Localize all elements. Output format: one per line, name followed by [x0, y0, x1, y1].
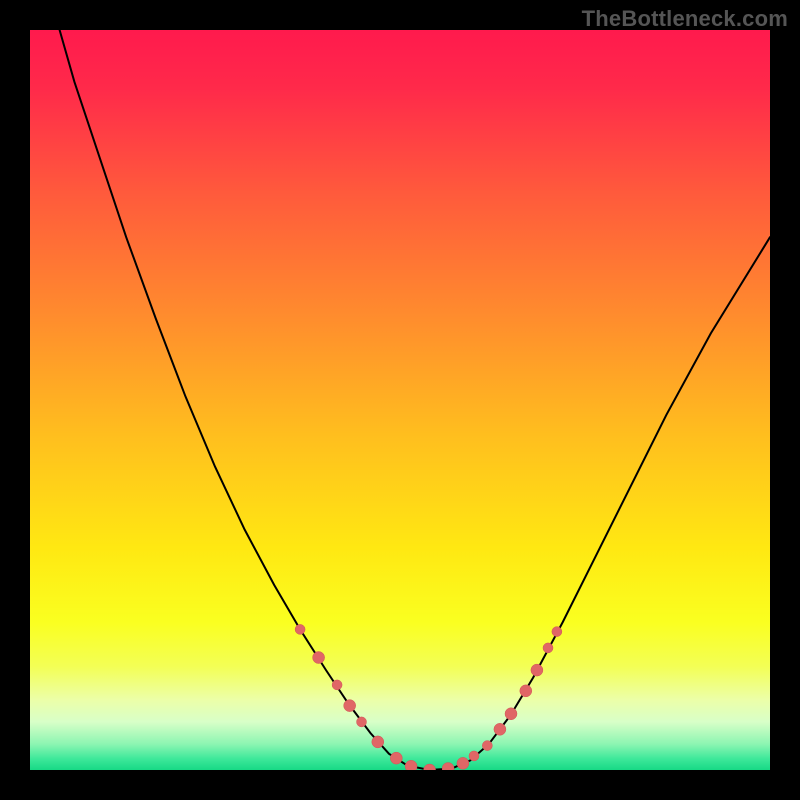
curve-marker [469, 751, 479, 761]
curve-marker [520, 685, 532, 697]
curve-marker [405, 760, 417, 770]
chart-overlay-svg [30, 30, 770, 770]
curve-marker [372, 736, 384, 748]
curve-marker [531, 664, 543, 676]
watermark-text: TheBottleneck.com [582, 6, 788, 32]
curve-marker [295, 624, 305, 634]
curve-marker [494, 723, 506, 735]
curve-marker [357, 717, 367, 727]
curve-marker [332, 680, 342, 690]
curve-marker [543, 643, 553, 653]
curve-marker [457, 757, 469, 769]
curve-marker [505, 708, 517, 720]
chart-plot-area [30, 30, 770, 770]
curve-marker [313, 652, 325, 664]
curve-marker [390, 752, 402, 764]
curve-marker [344, 700, 356, 712]
curve-marker [482, 741, 492, 751]
curve-marker [552, 627, 562, 637]
curve-marker [424, 764, 436, 770]
curve-marker [442, 763, 454, 770]
bottleneck-curve [60, 30, 770, 770]
